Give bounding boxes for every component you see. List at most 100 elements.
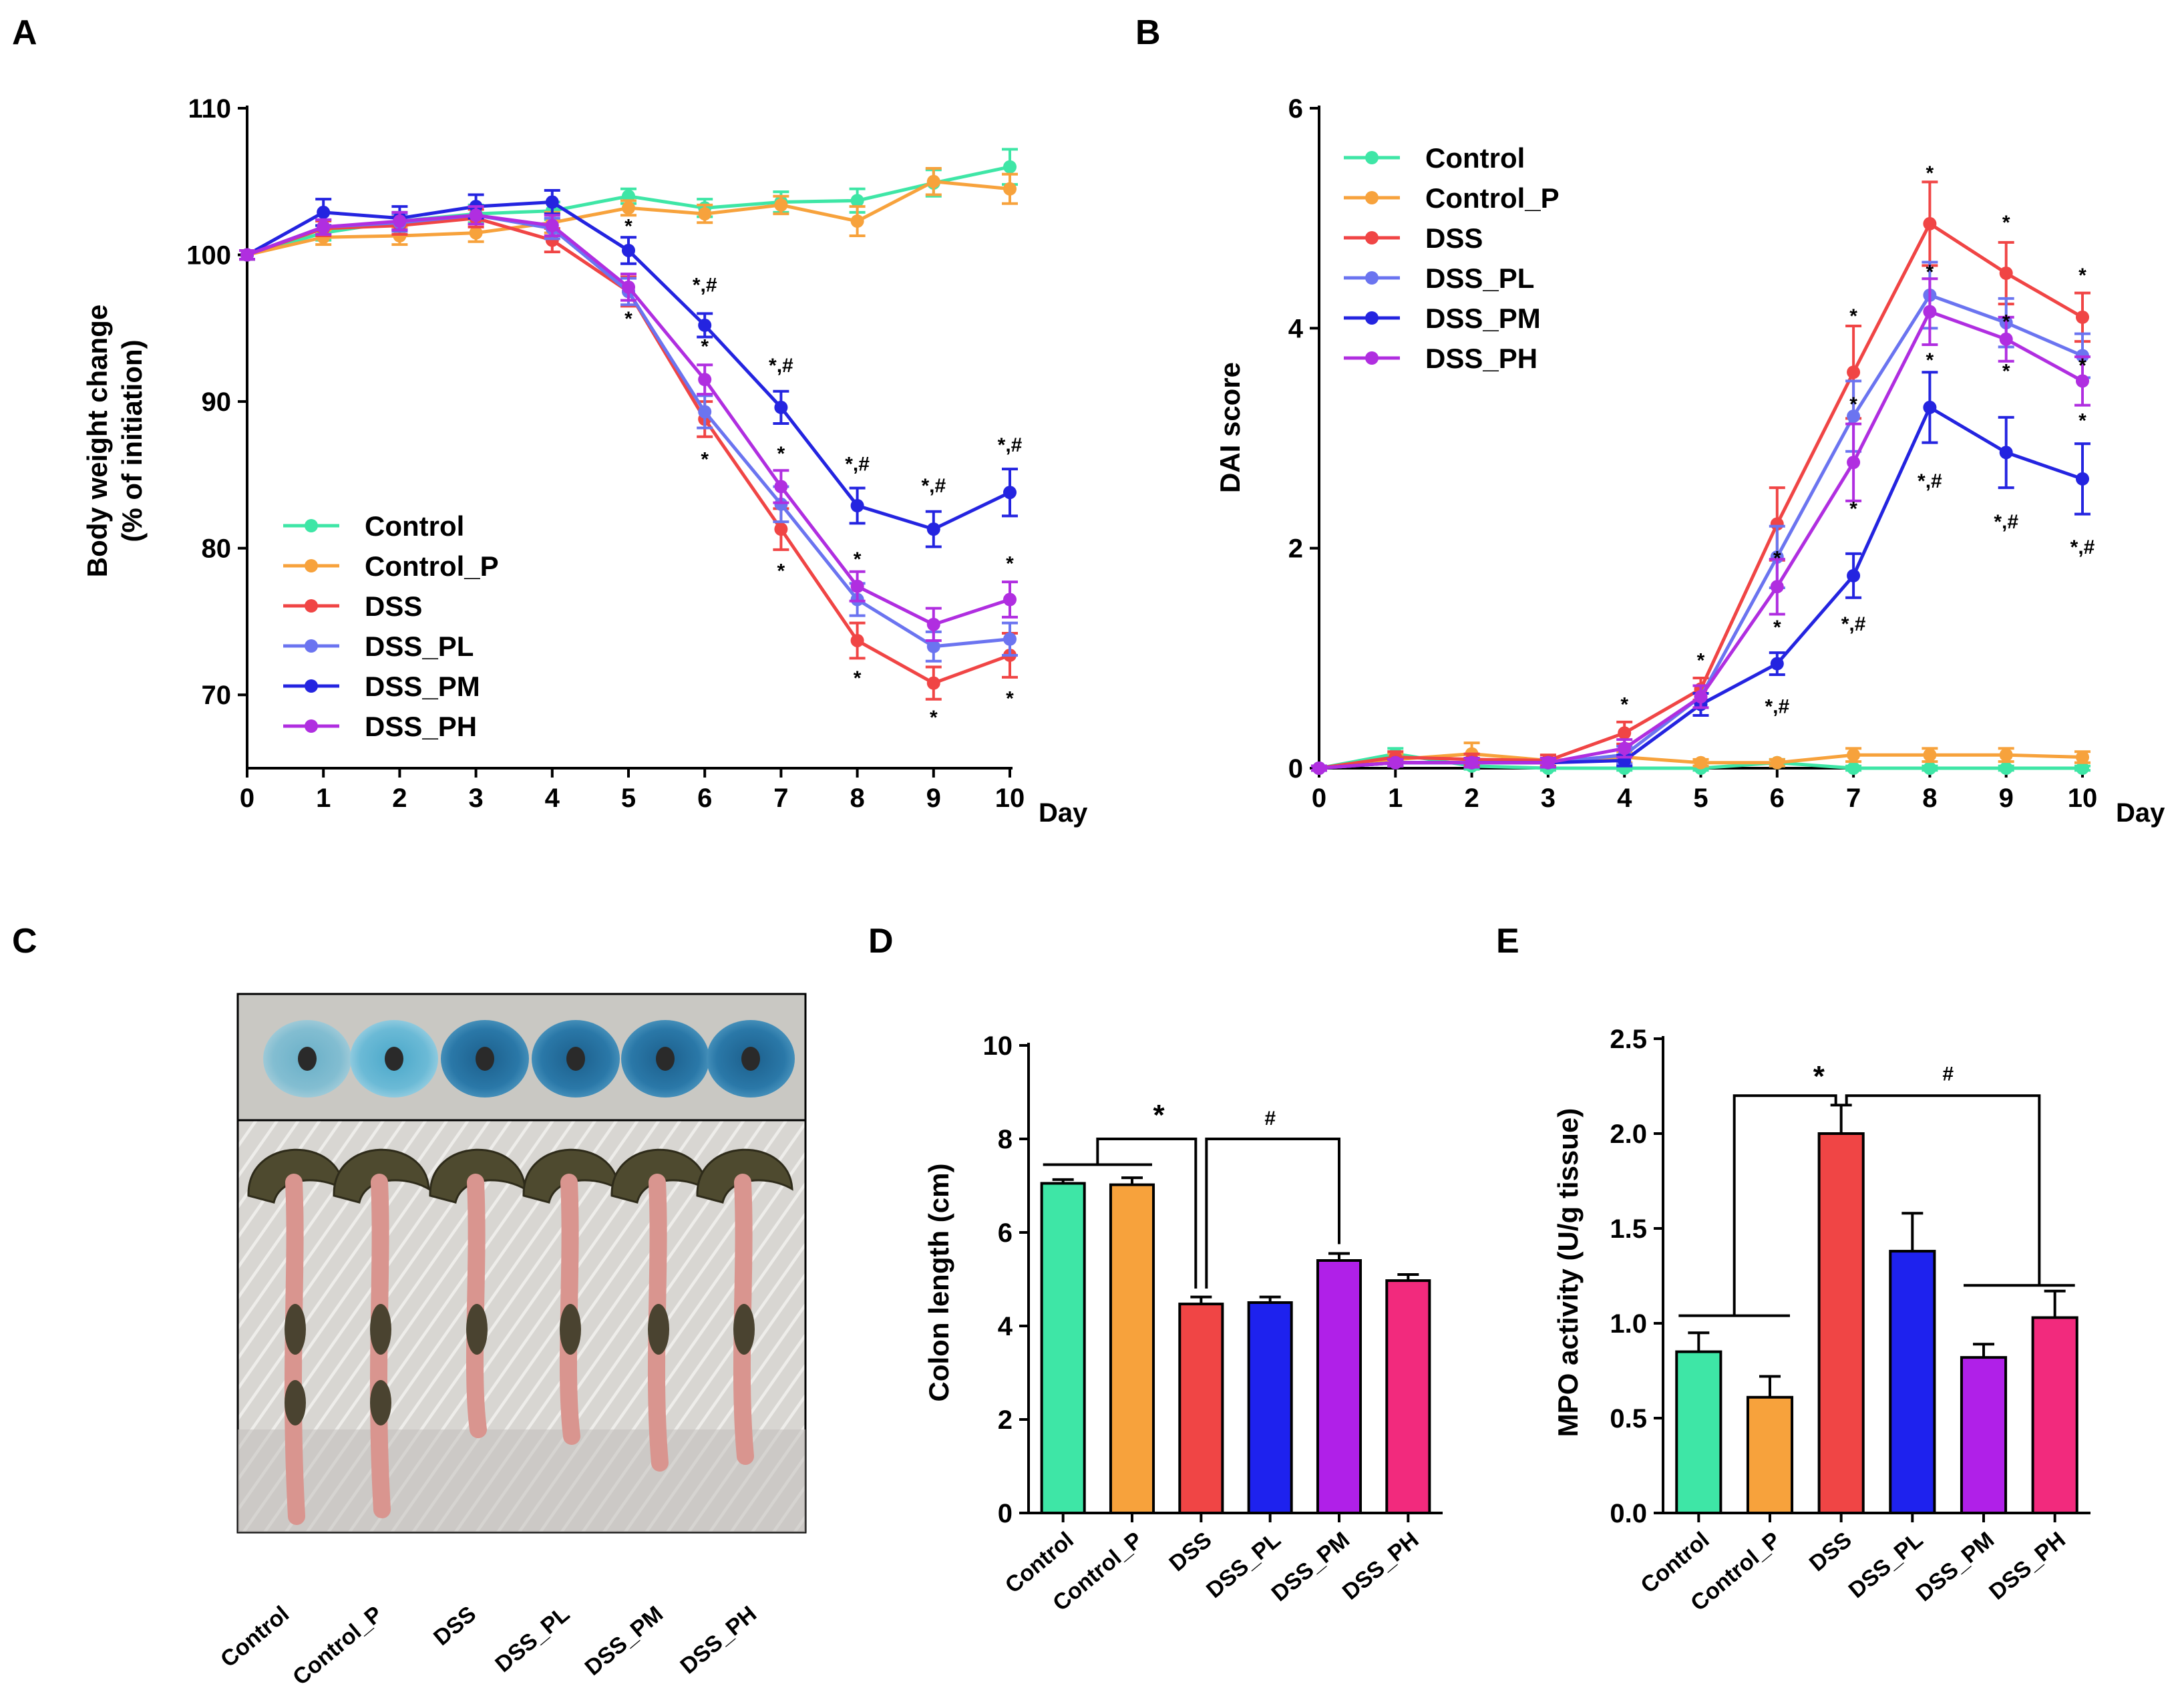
significance-mark: * [1849, 393, 1857, 415]
legend-swatch-dot [305, 519, 318, 532]
data-point [317, 205, 331, 219]
data-point [622, 280, 635, 294]
chart-e-brackets: * # [1678, 1060, 2075, 1317]
legend-label-dss-pl: DSS_PL [365, 631, 474, 662]
legend-label-dss: DSS [1425, 222, 1483, 254]
data-point [926, 522, 940, 536]
x-tick-label: 3 [1541, 784, 1556, 813]
significance-mark: * [777, 443, 785, 465]
y-tick-label: 4 [998, 1312, 1013, 1341]
chart-a-ylabel-line2: (% of initiation) [116, 339, 148, 542]
y-tick-label: 90 [202, 387, 232, 417]
significance-mark: * [1926, 162, 1934, 184]
significance-mark: * [624, 216, 632, 238]
chart-b-annotations: * * * * *,# * * * *,# * * * *,# * * * *,# * * * *,# [1620, 162, 2095, 718]
series-dss-pm [239, 188, 1018, 548]
photo-label-dss-pm: DSS_PM [580, 1601, 669, 1681]
bar-control-p [1746, 1395, 1794, 1515]
category-label-dss-pm: DSS_PM [1267, 1527, 1355, 1607]
y-tick-label: 1.0 [1610, 1309, 1647, 1339]
significance-mark: * [701, 449, 709, 471]
y-tick-label: 4 [1288, 314, 1304, 343]
significance-mark: *,# [1765, 696, 1789, 718]
data-point [850, 498, 864, 512]
category-label-dss-ph: DSS_PH [1984, 1527, 2070, 1605]
series-dss-ph [1311, 277, 2090, 775]
data-point [1999, 446, 2013, 460]
data-point [1770, 657, 1784, 671]
data-point [2076, 750, 2089, 764]
data-point [774, 522, 788, 536]
photo-label-control-p: Control_P [288, 1601, 387, 1686]
data-point [1847, 568, 1861, 582]
data-point [1465, 755, 1479, 770]
legend-label-control: Control [1425, 142, 1525, 174]
chart-b-series [1311, 180, 2090, 775]
significance-mark: * [2002, 212, 2010, 234]
data-point [1999, 267, 2013, 280]
significance-mark: * [777, 560, 785, 582]
significance-mark: * [701, 336, 709, 358]
x-tick-label: 8 [1922, 784, 1937, 813]
y-tick-label: 0 [998, 1499, 1013, 1528]
chart-e-mpo-activity: 0.0 0.5 1.0 1.5 2.0 2.5 MPO activity (U/g tis… [1552, 1025, 2090, 1617]
legend-label-control-p: Control_P [1425, 182, 1560, 214]
significance-mark: *,# [845, 453, 870, 475]
legend-label-dss-pl: DSS_PL [1425, 263, 1534, 294]
photo-label-dss-pl: DSS_PL [490, 1601, 574, 1677]
colon-samples [247, 1148, 793, 1525]
tissue-samples [263, 1020, 795, 1098]
photo-label-control: Control [216, 1601, 294, 1673]
chart-a-body-weight: 70 80 90 100 110 0 1 2 3 4 5 6 7 8 9 10 Body weight cha… [81, 94, 1088, 828]
legend-label-dss-ph: DSS_PH [1425, 343, 1537, 374]
chart-b-ylabel: DAI score [1214, 362, 1246, 493]
data-point [2076, 310, 2089, 324]
bracket-star [1733, 1094, 1837, 1316]
bar-dss-ph [1385, 1279, 1431, 1514]
y-tick-label: 2 [1288, 534, 1303, 564]
significance-mark: * [1926, 261, 1934, 283]
significance-mark: *,# [2070, 536, 2095, 558]
bar-dss-pl [1889, 1250, 1936, 1514]
legend-swatch-dot [1365, 151, 1379, 164]
bracket-hash [1845, 1094, 2041, 1286]
data-point [1003, 182, 1017, 196]
tissue-lumen [656, 1047, 675, 1071]
panel-letter-a: A [12, 13, 37, 52]
data-point [1003, 632, 1017, 646]
y-tick-label: 1.5 [1610, 1214, 1647, 1244]
chart-a-series [239, 148, 1018, 701]
colon-content [370, 1304, 391, 1355]
significance-mark: *,# [1918, 470, 1942, 492]
legend-label-control: Control [365, 510, 464, 542]
tissue-lumen [298, 1047, 317, 1071]
colon-content [285, 1304, 306, 1355]
significance-mark: * [624, 308, 632, 330]
x-tick-label: 8 [850, 784, 864, 813]
x-tick-label: 3 [468, 784, 483, 813]
data-point [2076, 472, 2089, 486]
significance-mark: * [1697, 650, 1705, 672]
data-point [850, 633, 864, 647]
significance-mark: * [1006, 688, 1014, 710]
bracket-star-label: * [1153, 1099, 1165, 1132]
chart-b-xlabel: Day [2116, 798, 2165, 828]
significance-mark: * [2002, 311, 2010, 333]
y-tick-label: 0.5 [1610, 1404, 1647, 1434]
significance-mark: * [930, 707, 938, 729]
y-tick-label: 8 [998, 1125, 1013, 1154]
x-tick-label: 4 [1617, 784, 1632, 813]
bar-dss [1178, 1303, 1224, 1514]
y-tick-label: 6 [998, 1218, 1013, 1248]
data-point [850, 214, 864, 228]
category-label-dss-ph: DSS_PH [1338, 1527, 1424, 1605]
data-point [393, 214, 407, 228]
significance-mark: * [1926, 349, 1934, 371]
data-point [1923, 400, 1937, 414]
x-tick-label: 4 [545, 784, 560, 813]
significance-mark: * [1620, 693, 1628, 715]
data-point [774, 400, 788, 414]
